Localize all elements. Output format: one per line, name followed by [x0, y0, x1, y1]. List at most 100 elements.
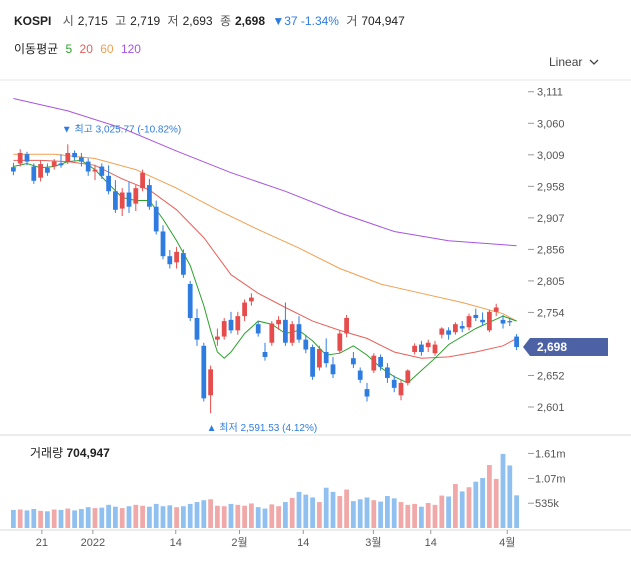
candle-body — [432, 344, 438, 354]
volume-bar — [514, 495, 519, 528]
volume-bar — [133, 504, 139, 528]
candle-body — [289, 324, 295, 343]
x-tick-label: 2022 — [81, 537, 105, 549]
y-tick-label: 3,009 — [537, 150, 565, 162]
volume-bar — [357, 499, 363, 528]
candle-body — [337, 333, 343, 351]
candle-body — [24, 154, 30, 162]
candle-body — [167, 256, 173, 265]
low-value: 2,693 — [182, 14, 213, 28]
volume-bar — [153, 503, 159, 528]
candle-body — [391, 379, 397, 388]
volume-bar — [500, 453, 506, 528]
x-tick-label: 14 — [170, 537, 182, 549]
candle-body — [85, 161, 91, 172]
candle-body — [439, 328, 445, 335]
candle-body — [79, 157, 84, 162]
candle-body — [113, 191, 118, 210]
volume-bar — [11, 509, 16, 528]
volume-bar — [45, 511, 50, 528]
candle-body — [385, 367, 390, 378]
volume-bar — [323, 487, 329, 528]
volume-bar — [480, 477, 485, 528]
volume-bar — [391, 498, 397, 528]
volume-bar — [473, 481, 479, 528]
volume-bar — [262, 508, 268, 528]
volume-bar — [221, 506, 227, 528]
volume-bar — [337, 496, 343, 528]
volume-bar — [276, 506, 281, 528]
candle-body — [446, 330, 451, 335]
candle-body — [38, 164, 43, 178]
quote-header: KOSPI 시 2,715 고 2,719 저 2,693 종 2,698 ▼37 -1… — [14, 12, 409, 29]
candle-body — [398, 382, 404, 396]
volume-panel-value: 704,947 — [66, 446, 110, 460]
candle-body — [493, 307, 499, 312]
volume-panel-title: 거래량 704,947 — [30, 444, 110, 461]
volume-bar — [235, 504, 241, 528]
candle-body — [459, 326, 465, 329]
volume-bar — [255, 507, 261, 528]
x-tick-label: 2월 — [231, 536, 247, 549]
volume-bar — [65, 508, 71, 528]
ma-20-label[interactable]: 20 — [79, 42, 93, 56]
y-tick-label: 2,601 — [537, 402, 565, 414]
candle-body — [201, 345, 207, 399]
candle-body — [453, 324, 458, 333]
candle-body — [419, 344, 424, 352]
volume-bar — [317, 502, 322, 528]
volume-bar — [58, 509, 64, 528]
scale-toggle[interactable]: Linear — [549, 55, 599, 69]
close-label: 종 — [219, 14, 231, 28]
x-tick-label: 14 — [425, 537, 437, 549]
open-label: 시 — [62, 14, 74, 28]
x-tick-label: 4월 — [499, 536, 515, 549]
candle-body — [133, 188, 139, 204]
high-value: 2,719 — [130, 14, 161, 28]
volume-bar — [303, 494, 309, 528]
candle-body — [255, 324, 261, 334]
volume-bar — [289, 497, 295, 528]
x-tick-label: 14 — [297, 537, 309, 549]
candle-body — [194, 318, 200, 340]
volume-bar — [167, 505, 173, 528]
volume-bar — [378, 501, 383, 528]
candle-body — [58, 163, 64, 166]
volume-bar — [364, 497, 370, 528]
ma-label: 이동평균 — [14, 42, 59, 56]
candle-body — [45, 167, 50, 173]
ma-120-label[interactable]: 120 — [120, 42, 141, 56]
candle-body — [323, 352, 329, 364]
volume-bar — [296, 491, 302, 528]
y-tick-label: 2,754 — [537, 307, 565, 319]
candle-body — [466, 316, 472, 328]
volume-bar — [17, 509, 23, 528]
change-value: ▼37 -1.34% — [272, 14, 339, 28]
volume-bar — [160, 506, 166, 528]
volume-bar — [310, 497, 315, 528]
candle-body — [208, 369, 213, 396]
volume-bar — [126, 506, 132, 528]
candle-body — [283, 319, 288, 343]
candle-body — [221, 321, 227, 337]
y-tick-label: 2,856 — [537, 244, 565, 256]
candle-body — [72, 152, 77, 158]
candle-body — [500, 319, 506, 324]
x-tick-label: 21 — [36, 537, 48, 549]
ma-60-label[interactable]: 60 — [100, 42, 114, 56]
candle-body — [378, 356, 383, 367]
candle-body — [412, 345, 417, 352]
volume-label: 거 — [346, 14, 358, 28]
candle-body — [357, 370, 363, 380]
ma-5-label[interactable]: 5 — [65, 42, 73, 56]
scale-toggle-label: Linear — [549, 55, 583, 69]
volume-bar — [269, 504, 275, 528]
volume-bar — [215, 505, 220, 528]
candle-body — [514, 336, 519, 348]
volume-bar — [344, 489, 349, 528]
candle-body — [330, 364, 336, 375]
ma-120-line — [13, 98, 517, 247]
volume-bar — [38, 510, 43, 528]
low-label: 저 — [167, 14, 179, 28]
